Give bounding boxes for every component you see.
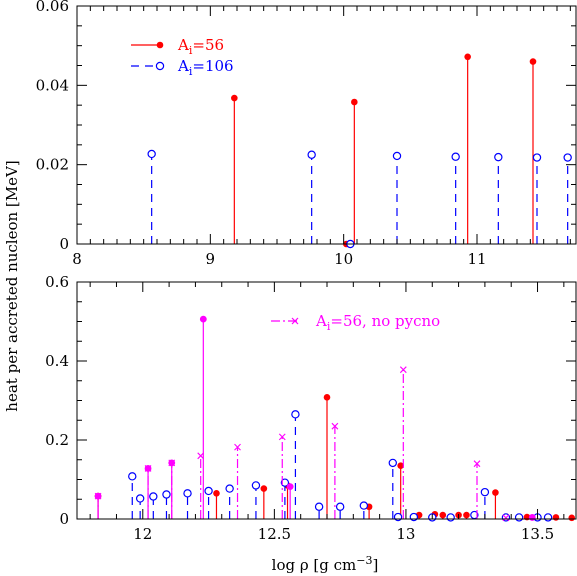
bottom-stems — [94, 315, 576, 522]
x-axis-label: log ρ [g cm−3] — [272, 554, 379, 574]
data-point — [128, 472, 137, 481]
top-stems — [147, 53, 572, 249]
data-point — [213, 490, 220, 497]
legend-marker-ai106 — [155, 61, 165, 71]
data-point — [168, 459, 176, 467]
data-point — [162, 490, 171, 499]
data-point — [359, 501, 369, 510]
y-tick-label: 0 — [59, 235, 69, 253]
data-point — [225, 484, 234, 493]
data-point — [278, 433, 286, 441]
data-point — [473, 460, 481, 468]
data-point — [291, 410, 300, 419]
data-point — [492, 489, 499, 496]
data-point — [399, 366, 407, 374]
data-point — [204, 486, 213, 496]
data-point — [409, 512, 419, 522]
data-point — [532, 153, 542, 162]
data-point — [94, 492, 102, 500]
data-point — [463, 511, 470, 519]
data-point — [286, 483, 294, 491]
data-point — [563, 153, 572, 162]
data-point — [351, 98, 358, 106]
data-point — [231, 94, 238, 102]
x-tick-label: 9 — [206, 250, 216, 268]
x-tick-label: 8 — [72, 250, 82, 268]
y-tick-label: 0.4 — [45, 352, 69, 370]
data-point — [335, 502, 345, 511]
data-point — [502, 514, 510, 522]
data-point — [451, 152, 460, 161]
data-point — [528, 514, 536, 521]
data-point — [397, 462, 404, 469]
data-point — [197, 452, 205, 460]
data-point — [392, 151, 402, 161]
legend-label-ai106: Ai=106 — [177, 57, 234, 78]
data-point — [135, 494, 145, 503]
top-axes: 8 9 10 11 0 0.02 0.04 0.06 — [36, 0, 577, 268]
data-point — [393, 512, 403, 522]
y-tick-label: 0.04 — [36, 76, 69, 94]
x-tick-label: 12.5 — [258, 525, 291, 543]
data-point — [314, 502, 324, 511]
data-point — [234, 443, 241, 451]
top-legend: Ai=56 Ai=106 — [131, 36, 234, 78]
data-point — [464, 53, 471, 61]
data-point — [446, 513, 455, 522]
x-tick-label: 13.5 — [521, 525, 554, 543]
data-point — [251, 481, 261, 490]
data-point — [331, 422, 339, 430]
data-point — [552, 514, 560, 521]
data-point — [280, 478, 290, 487]
data-point — [568, 514, 576, 522]
x-tick-label: 12 — [133, 525, 152, 543]
bottom-legend: Ai=56, no pycno — [271, 312, 440, 333]
data-point — [149, 492, 158, 501]
bottom-axes: 12 12.5 13 13.5 0 0.2 0.4 0.6 — [45, 273, 577, 543]
bottom-panel: Ai=56, no pycno 12 12.5 13 13.5 0 0.2 0.4 0.6 — [45, 273, 577, 543]
data-point — [183, 489, 192, 498]
data-point — [439, 511, 447, 519]
y-tick-label: 0.06 — [36, 0, 69, 15]
y-tick-label: 0.02 — [36, 156, 69, 174]
data-point — [543, 513, 553, 522]
x-tick-label: 11 — [467, 250, 486, 268]
data-point — [514, 513, 524, 522]
data-point — [388, 458, 397, 468]
legend-label-ai56: Ai=56 — [177, 36, 224, 57]
legend-marker-ai56 — [156, 41, 164, 49]
top-panel: Ai=56 Ai=106 8 9 10 11 0 0.02 0.04 0.06 — [36, 0, 577, 268]
y-tick-label: 0.2 — [45, 431, 69, 449]
y-tick-label: 0 — [59, 510, 69, 528]
data-point — [480, 487, 490, 497]
data-point — [323, 394, 331, 401]
legend-label-nopycno: Ai=56, no pycno — [315, 312, 440, 333]
y-tick-label: 0.6 — [45, 273, 69, 291]
data-point — [144, 465, 152, 472]
data-point — [307, 150, 316, 159]
data-point — [260, 485, 268, 492]
x-tick-label: 13 — [396, 525, 415, 543]
data-point — [147, 149, 156, 159]
data-point — [529, 58, 537, 65]
y-axis-label: heat per accreted nucleon [MeV] — [3, 160, 21, 411]
data-point — [494, 152, 503, 162]
legend-marker-nopycno — [291, 317, 299, 325]
data-point — [199, 315, 207, 323]
x-tick-label: 10 — [334, 250, 353, 268]
